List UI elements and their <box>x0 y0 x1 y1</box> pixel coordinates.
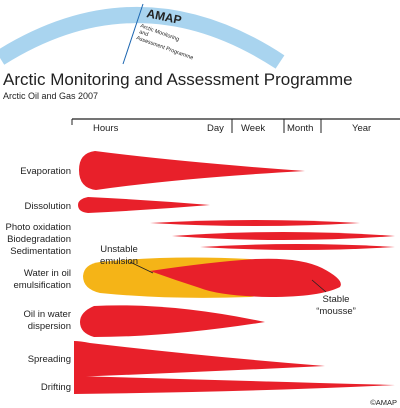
process-bands <box>74 151 395 394</box>
label-biodegradation: Biodegradation <box>7 234 71 245</box>
timeline-label-year: Year <box>352 123 371 134</box>
svg-text:“mousse”: “mousse” <box>316 306 356 317</box>
svg-text:Stable: Stable <box>323 294 350 305</box>
band-spreading <box>74 341 325 377</box>
svg-text:Unstable: Unstable <box>100 244 138 255</box>
svg-text:emulsion: emulsion <box>100 256 138 267</box>
label-water-in-oil-2: emulsification <box>13 280 71 291</box>
band-sedimentation <box>200 244 395 250</box>
timeline-label-day: Day <box>207 123 224 134</box>
logo-meridian-line <box>122 3 144 65</box>
band-evaporation <box>79 151 305 190</box>
copyright: ©AMAP <box>370 398 397 407</box>
process-labels: Evaporation Dissolution Photo oxidation … <box>6 166 72 393</box>
amap-logo: AMAP Arctic Monitoring and Assessment Pr… <box>0 3 285 69</box>
page-title: Arctic Monitoring and Assessment Program… <box>3 70 353 89</box>
timeline-label-hours: Hours <box>93 123 119 134</box>
label-sedimentation: Sedimentation <box>10 246 71 257</box>
timeline-label-month: Month <box>287 123 313 134</box>
band-biodegradation <box>172 232 395 240</box>
band-emulsion-stable <box>150 258 341 297</box>
logo-tagline-2: and <box>138 29 149 38</box>
label-oil-in-water-2: dispersion <box>28 321 71 332</box>
label-dissolution: Dissolution <box>25 201 71 212</box>
timeline-axis: Hours Day Week Month Year <box>71 118 400 134</box>
label-photo-oxidation: Photo oxidation <box>6 222 72 233</box>
logo-tagline-3: Assessment Programme <box>135 35 194 61</box>
label-evaporation: Evaporation <box>20 166 71 177</box>
annotation-stable: Stable “mousse” <box>311 279 356 317</box>
label-water-in-oil-1: Water in oil <box>24 268 71 279</box>
label-spreading: Spreading <box>28 354 71 365</box>
timeline-label-week: Week <box>241 123 265 134</box>
leader-unstable <box>129 261 154 274</box>
logo-arc <box>0 7 285 69</box>
label-oil-in-water-1: Oil in water <box>23 309 71 320</box>
band-photo-oxidation <box>150 220 360 226</box>
label-drifting: Drifting <box>41 382 71 393</box>
annotation-unstable: Unstable emulsion <box>100 244 154 274</box>
leader-stable <box>311 279 327 293</box>
band-dissolution <box>78 197 210 213</box>
page-subtitle: Arctic Oil and Gas 2007 <box>3 91 98 101</box>
band-oil-in-water <box>80 305 265 337</box>
band-drifting <box>74 376 395 394</box>
